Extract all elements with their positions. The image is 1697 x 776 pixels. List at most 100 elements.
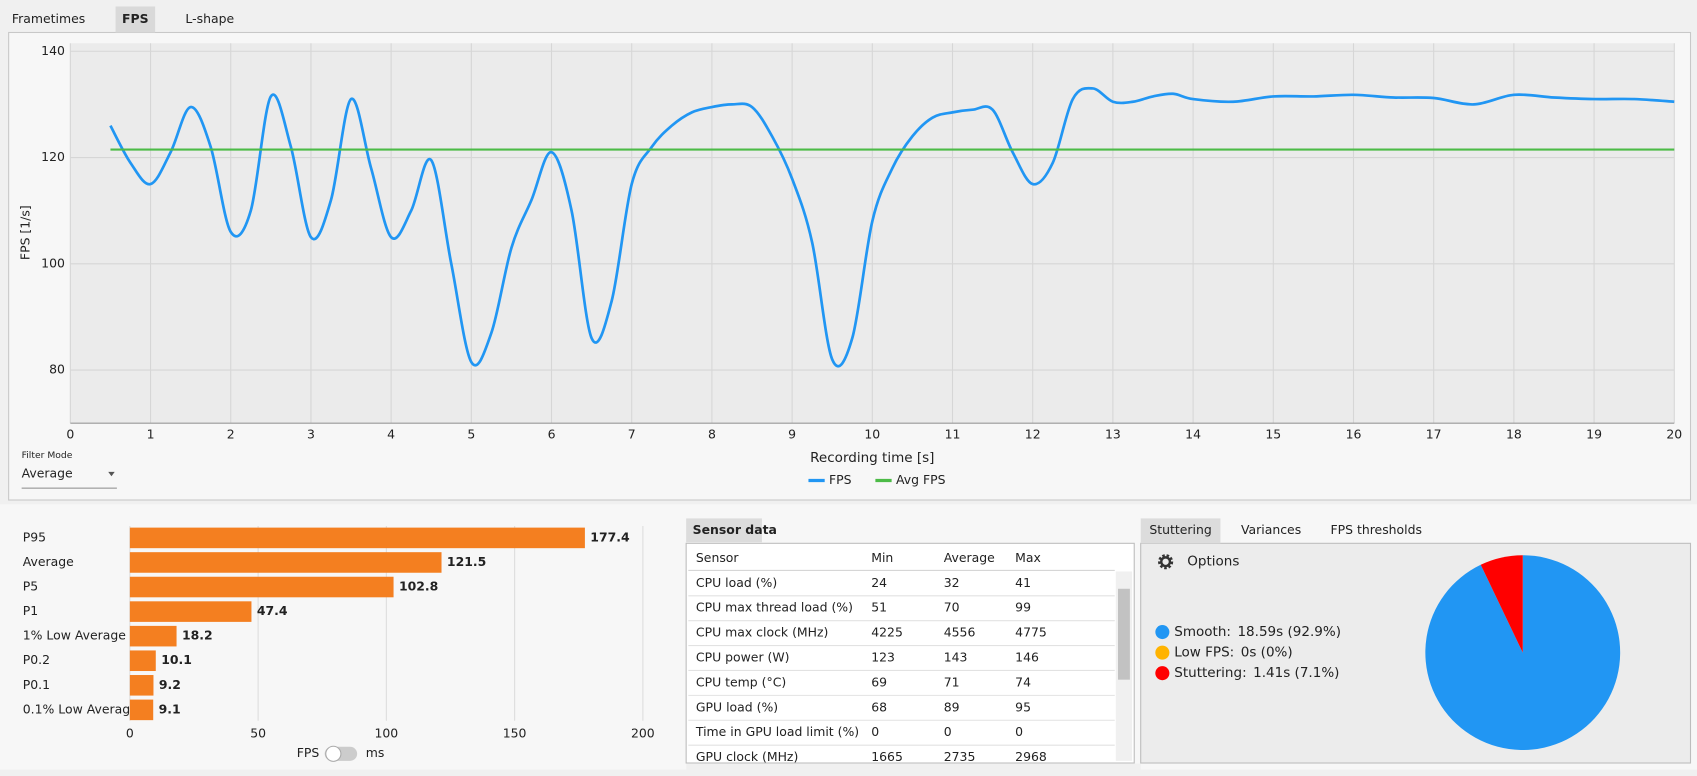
cell: CPU max thread load (%) [696, 600, 853, 615]
bar [129, 650, 156, 672]
gear-teeth [1158, 554, 1174, 570]
dropdown-arrow[interactable] [108, 471, 115, 477]
tab-bg[interactable] [115, 6, 156, 33]
tab[interactable]: Frametimes [12, 11, 85, 26]
cell: 1665 [871, 749, 903, 764]
column-header: Sensor [696, 550, 740, 565]
legend-dot [1155, 666, 1170, 681]
cell: 4775 [1015, 625, 1047, 640]
x-tick-label: 11 [945, 427, 961, 442]
x-tick-label: 13 [1105, 427, 1121, 442]
tab[interactable]: FPS [122, 11, 149, 26]
x-tick-label: 9 [788, 427, 796, 442]
x-tick-label: 100 [374, 725, 398, 740]
column-header: Average [944, 550, 995, 565]
cell: 71 [944, 674, 960, 689]
cell: CPU max clock (MHz) [696, 625, 829, 640]
y-tick-label: 140 [41, 43, 65, 58]
cell: GPU clock (MHz) [696, 749, 798, 764]
legend-label: Avg FPS [896, 472, 946, 487]
bar [129, 675, 154, 696]
y-tick-label: 120 [41, 149, 65, 164]
toggle-knob[interactable] [325, 745, 342, 762]
cell: 0 [871, 724, 879, 739]
x-tick-label: 50 [250, 725, 266, 740]
cell: Time in GPU load limit (%) [695, 724, 859, 739]
x-tick-label: 19 [1586, 427, 1602, 442]
cell: GPU load (%) [696, 699, 778, 714]
scrollbar-thumb[interactable] [1117, 588, 1130, 680]
cell: 99 [1015, 600, 1031, 615]
y-tick-label: 80 [49, 362, 65, 377]
x-tick-label: 3 [307, 427, 315, 442]
cell: 0 [1015, 724, 1023, 739]
x-tick-label: 1 [147, 427, 155, 442]
gear-icon[interactable] [1158, 554, 1174, 570]
options[interactable]: Options [1187, 554, 1239, 570]
bar [129, 601, 252, 622]
legend-name: Low FPS: [1174, 645, 1234, 661]
value-label: 47.4 [257, 603, 288, 618]
pie-slice [1480, 555, 1523, 653]
x-tick-label: 17 [1426, 427, 1442, 442]
category-label: Average [23, 554, 74, 569]
category-label: P0.2 [23, 652, 50, 667]
tab[interactable]: Stuttering [1149, 522, 1211, 537]
sensor-table-box [685, 542, 1135, 764]
x-tick-label: 16 [1346, 427, 1362, 442]
legend-value: 18.59s (92.9%) [1237, 624, 1341, 640]
filter-label: Filter Mode [22, 450, 73, 461]
cell: CPU load (%) [696, 575, 777, 590]
y-tick-label: 100 [41, 255, 65, 270]
filter-value[interactable]: Average [22, 466, 73, 481]
cell: 2968 [1015, 749, 1047, 764]
bar [129, 699, 154, 721]
cell: 24 [871, 575, 887, 590]
legend-name: Smooth: [1174, 624, 1231, 640]
legend-dot [1155, 645, 1170, 660]
cell: 4225 [871, 625, 903, 640]
category-label: P95 [23, 529, 46, 544]
x-tick-label: 0 [126, 725, 134, 740]
cell: 68 [871, 699, 887, 714]
category-label: P5 [23, 579, 38, 594]
bar [129, 527, 585, 549]
category-label: 0.1% Low Average [23, 701, 138, 716]
legend-value: 0s (0%) [1241, 645, 1293, 661]
cell: 95 [1015, 699, 1031, 714]
cell: CPU temp (°C) [696, 674, 786, 689]
tab[interactable]: FPS thresholds [1330, 522, 1422, 537]
bar [129, 552, 442, 573]
cell: 123 [871, 650, 895, 665]
toggle-left: FPS [297, 745, 320, 760]
cell: 0 [944, 724, 952, 739]
category-label: P1 [23, 603, 38, 618]
legend-value: 1.41s (7.1%) [1253, 665, 1339, 681]
x-tick-label: 12 [1025, 427, 1041, 442]
cell: 70 [944, 600, 960, 615]
tab[interactable]: L-shape [185, 11, 234, 26]
cell: 146 [1015, 650, 1039, 665]
y-axis-label: FPS [1/s] [17, 205, 32, 260]
series-line [109, 86, 1675, 368]
bar [129, 625, 177, 647]
column-header: Max [1015, 550, 1041, 565]
legend-label: FPS [829, 472, 852, 487]
tab-bg[interactable] [1140, 518, 1221, 544]
toggle-right: ms [366, 745, 385, 760]
value-label: 102.8 [399, 579, 438, 594]
tab[interactable]: Variances [1241, 522, 1301, 537]
x-tick-label: 6 [548, 427, 556, 442]
sensor-tab-bg[interactable] [686, 518, 762, 543]
x-tick-label: 18 [1506, 427, 1522, 442]
cell: 41 [1015, 575, 1031, 590]
value-label: 9.2 [159, 677, 181, 692]
cell: 4556 [944, 625, 976, 640]
value-label: 177.4 [590, 529, 630, 544]
x-tick-label: 8 [708, 427, 716, 442]
category-label: P0.1 [23, 677, 50, 692]
x-tick-label: 7 [628, 427, 636, 442]
sensor-tab[interactable]: Sensor data [693, 522, 777, 537]
x-tick-label: 10 [864, 427, 880, 442]
legend-name: Stuttering: [1174, 665, 1246, 681]
